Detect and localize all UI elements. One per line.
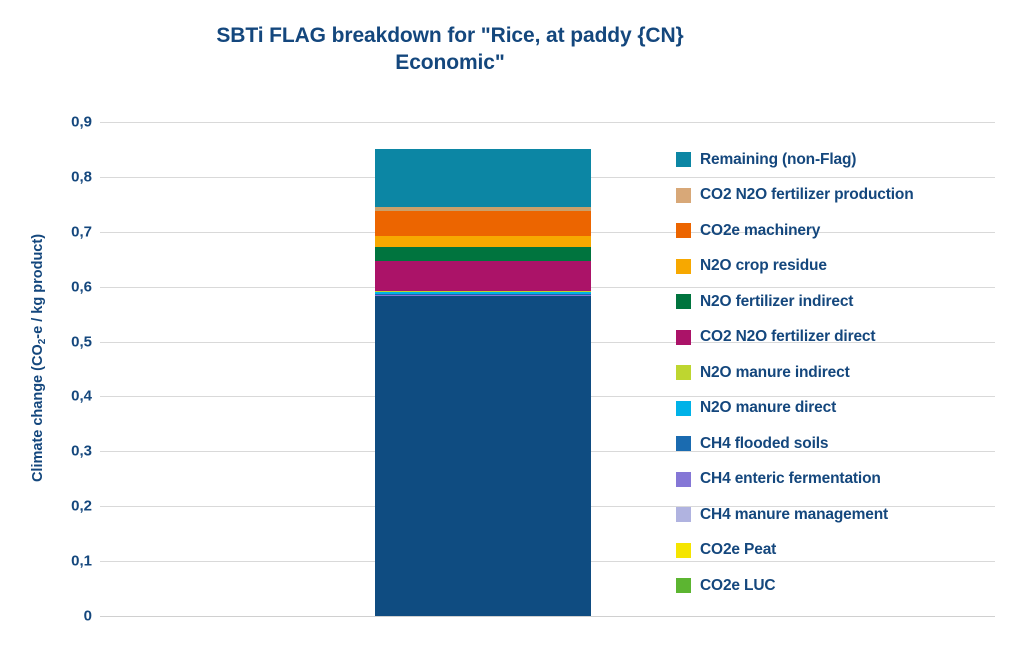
legend-label: N2O crop residue bbox=[700, 257, 827, 275]
legend-label: N2O manure indirect bbox=[700, 363, 850, 381]
legend-label: CO2e LUC bbox=[700, 576, 776, 594]
legend-label: N2O manure direct bbox=[700, 399, 837, 417]
y-axis-tick-label: 0,4 bbox=[71, 387, 92, 405]
chart-title: SBTi FLAG breakdown for "Rice, at paddy … bbox=[130, 22, 770, 77]
legend-item[interactable]: N2O manure indirect bbox=[676, 355, 1006, 391]
bar-segment[interactable] bbox=[375, 247, 591, 261]
legend-item[interactable]: CH4 flooded soils bbox=[676, 426, 1006, 462]
y-axis-tick-label: 0,3 bbox=[71, 442, 92, 460]
legend-item[interactable]: N2O fertilizer indirect bbox=[676, 284, 1006, 320]
legend-item[interactable]: CO2e Peat bbox=[676, 533, 1006, 569]
legend-label: CO2 N2O fertilizer direct bbox=[700, 328, 876, 346]
y-axis-tick-label: 0,7 bbox=[71, 223, 92, 241]
legend-swatch-icon bbox=[676, 223, 691, 239]
plot-area bbox=[100, 122, 995, 617]
bar-segment[interactable] bbox=[375, 210, 591, 236]
legend-swatch-icon bbox=[676, 187, 691, 203]
legend-item[interactable]: CO2e LUC bbox=[676, 568, 1006, 604]
bar-segment[interactable] bbox=[375, 295, 591, 297]
legend-swatch-icon bbox=[676, 365, 691, 381]
bar-segment[interactable] bbox=[375, 149, 591, 207]
legend-item[interactable]: N2O crop residue bbox=[676, 249, 1006, 285]
legend-label: N2O fertilizer indirect bbox=[700, 292, 854, 310]
legend-swatch-icon bbox=[676, 436, 691, 452]
legend-label: CO2 N2O fertilizer production bbox=[700, 186, 914, 204]
legend-label: CO2e machinery bbox=[700, 221, 821, 239]
legend-item[interactable]: CO2 N2O fertilizer production bbox=[676, 178, 1006, 214]
legend-item[interactable]: CH4 manure management bbox=[676, 497, 1006, 533]
y-axis-tick-label: 0,9 bbox=[71, 113, 92, 131]
y-axis-tick-label: 0,1 bbox=[71, 552, 92, 570]
bar-segment[interactable] bbox=[375, 235, 591, 248]
legend: Remaining (non-Flag) CO2 N2O fertilizer p… bbox=[676, 142, 1006, 604]
legend-label: CH4 flooded soils bbox=[700, 434, 829, 452]
legend-swatch-icon bbox=[676, 329, 691, 345]
chart-title-line-2: Economic" bbox=[395, 51, 505, 75]
legend-swatch-icon bbox=[676, 542, 691, 558]
legend-swatch-icon bbox=[676, 578, 691, 594]
legend-swatch-icon bbox=[676, 258, 691, 274]
gridline bbox=[100, 616, 995, 617]
y-axis-tick-label: 0,8 bbox=[71, 168, 92, 186]
legend-label: Remaining (non-Flag) bbox=[700, 150, 857, 168]
bar-segment[interactable] bbox=[375, 293, 591, 295]
y-axis-tick-label: 0,5 bbox=[71, 333, 92, 351]
legend-item[interactable]: CO2e machinery bbox=[676, 213, 1006, 249]
legend-item[interactable]: CO2 N2O fertilizer direct bbox=[676, 320, 1006, 356]
legend-label: CH4 manure management bbox=[700, 505, 889, 523]
legend-item[interactable]: N2O manure direct bbox=[676, 391, 1006, 427]
y-axis-tick-label: 0,6 bbox=[71, 278, 92, 296]
y-axis-tick-label: 0,2 bbox=[71, 497, 92, 515]
legend-swatch-icon bbox=[676, 507, 691, 523]
legend-item[interactable]: Remaining (non-Flag) bbox=[676, 142, 1006, 178]
bar-segment[interactable] bbox=[375, 206, 591, 211]
bar-segment[interactable] bbox=[375, 294, 591, 296]
legend-item[interactable]: CH4 enteric fermentation bbox=[676, 462, 1006, 498]
legend-swatch-icon bbox=[676, 471, 691, 487]
gridline bbox=[100, 122, 995, 123]
legend-swatch-icon bbox=[676, 400, 691, 416]
bar-segment[interactable] bbox=[375, 290, 591, 293]
legend-swatch-icon bbox=[676, 152, 691, 168]
bar-segment[interactable] bbox=[375, 260, 591, 291]
legend-label: CO2e Peat bbox=[700, 541, 777, 559]
bar-segment[interactable] bbox=[375, 295, 591, 616]
y-axis-tick-labels: 0,9 0,8 0,7 0,6 0,5 0,4 0,3 0,2 0,1 0 bbox=[28, 114, 92, 625]
chart-title-line-1: SBTi FLAG breakdown for "Rice, at paddy … bbox=[216, 24, 684, 47]
legend-label: CH4 enteric fermentation bbox=[700, 470, 881, 488]
y-axis-tick-label: 0 bbox=[83, 607, 92, 625]
bar-segment[interactable] bbox=[375, 292, 591, 294]
legend-swatch-icon bbox=[676, 294, 691, 310]
